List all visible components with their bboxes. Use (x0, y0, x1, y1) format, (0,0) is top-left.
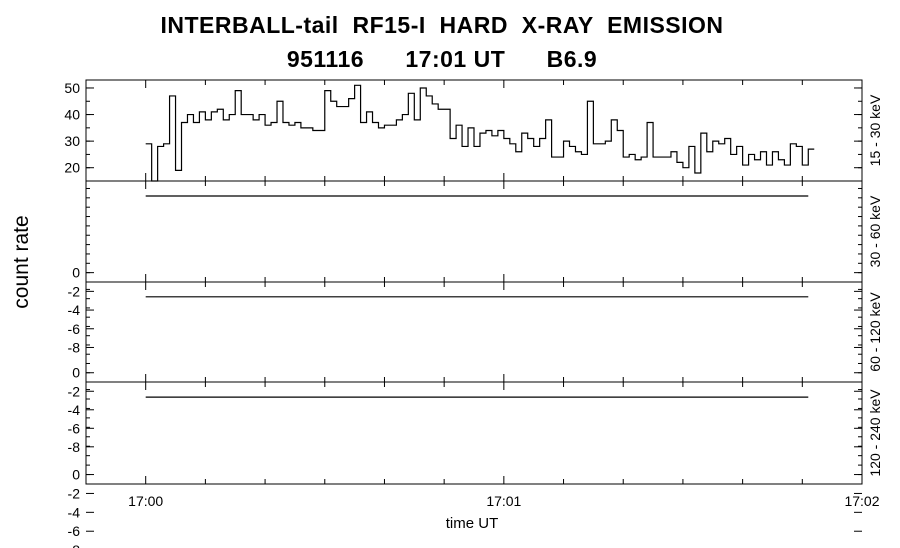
series-group (145, 84, 815, 398)
y-tick-label: 50 (64, 80, 80, 96)
axis-ticks: 20 30 40 50 -8 -6 -4 -2 0 -8 -6 -4 -2 0 -8 -6 -4 -2 0 17:00… (64, 80, 879, 548)
y-tick-label: -6 (68, 420, 81, 436)
panel-frame (85, 381, 863, 485)
chart-subtitle: 951116 17:01 UT B6.9 (286, 46, 598, 72)
y-axis-label: count rate (10, 215, 33, 308)
y-tick-label: -2 (68, 485, 81, 501)
y-tick-label: -6 (68, 523, 81, 539)
y-tick-label: 40 (64, 107, 80, 123)
chart-title: INTERBALL-tail RF15-I HARD X-RAY EMISSIO… (160, 12, 724, 38)
band-label: 15 - 30 keV (867, 94, 883, 166)
y-tick-label: 0 (72, 265, 80, 281)
x-tick-label: 17:00 (128, 493, 163, 509)
y-tick-label: -4 (68, 402, 81, 418)
band-label: 60 - 120 keV (867, 292, 883, 372)
y-tick-label: 0 (72, 365, 80, 381)
panel-frames: 15 - 30 keV 30 - 60 keV 60 - 120 keV 120 - … (85, 79, 883, 485)
y-tick-label: 20 (64, 160, 80, 176)
y-tick-label: 30 (64, 133, 80, 149)
series-line-15-30keV (145, 84, 815, 182)
x-tick-label: 17:01 (486, 493, 521, 509)
y-tick-label: -4 (68, 504, 81, 520)
y-tick-label: -4 (68, 302, 81, 318)
y-tick-label: -6 (68, 321, 81, 337)
y-tick-label: 0 (72, 467, 80, 483)
x-tick-label: 17:02 (844, 493, 879, 509)
band-label: 120 - 240 keV (867, 389, 883, 477)
y-tick-label: -8 (68, 542, 81, 548)
y-tick-label: -2 (68, 283, 81, 299)
y-tick-label: -8 (68, 439, 81, 455)
band-label: 30 - 60 keV (867, 195, 883, 267)
y-tick-label: -2 (68, 383, 81, 399)
x-axis-label: time UT (446, 515, 499, 532)
y-tick-label: -8 (68, 339, 81, 355)
